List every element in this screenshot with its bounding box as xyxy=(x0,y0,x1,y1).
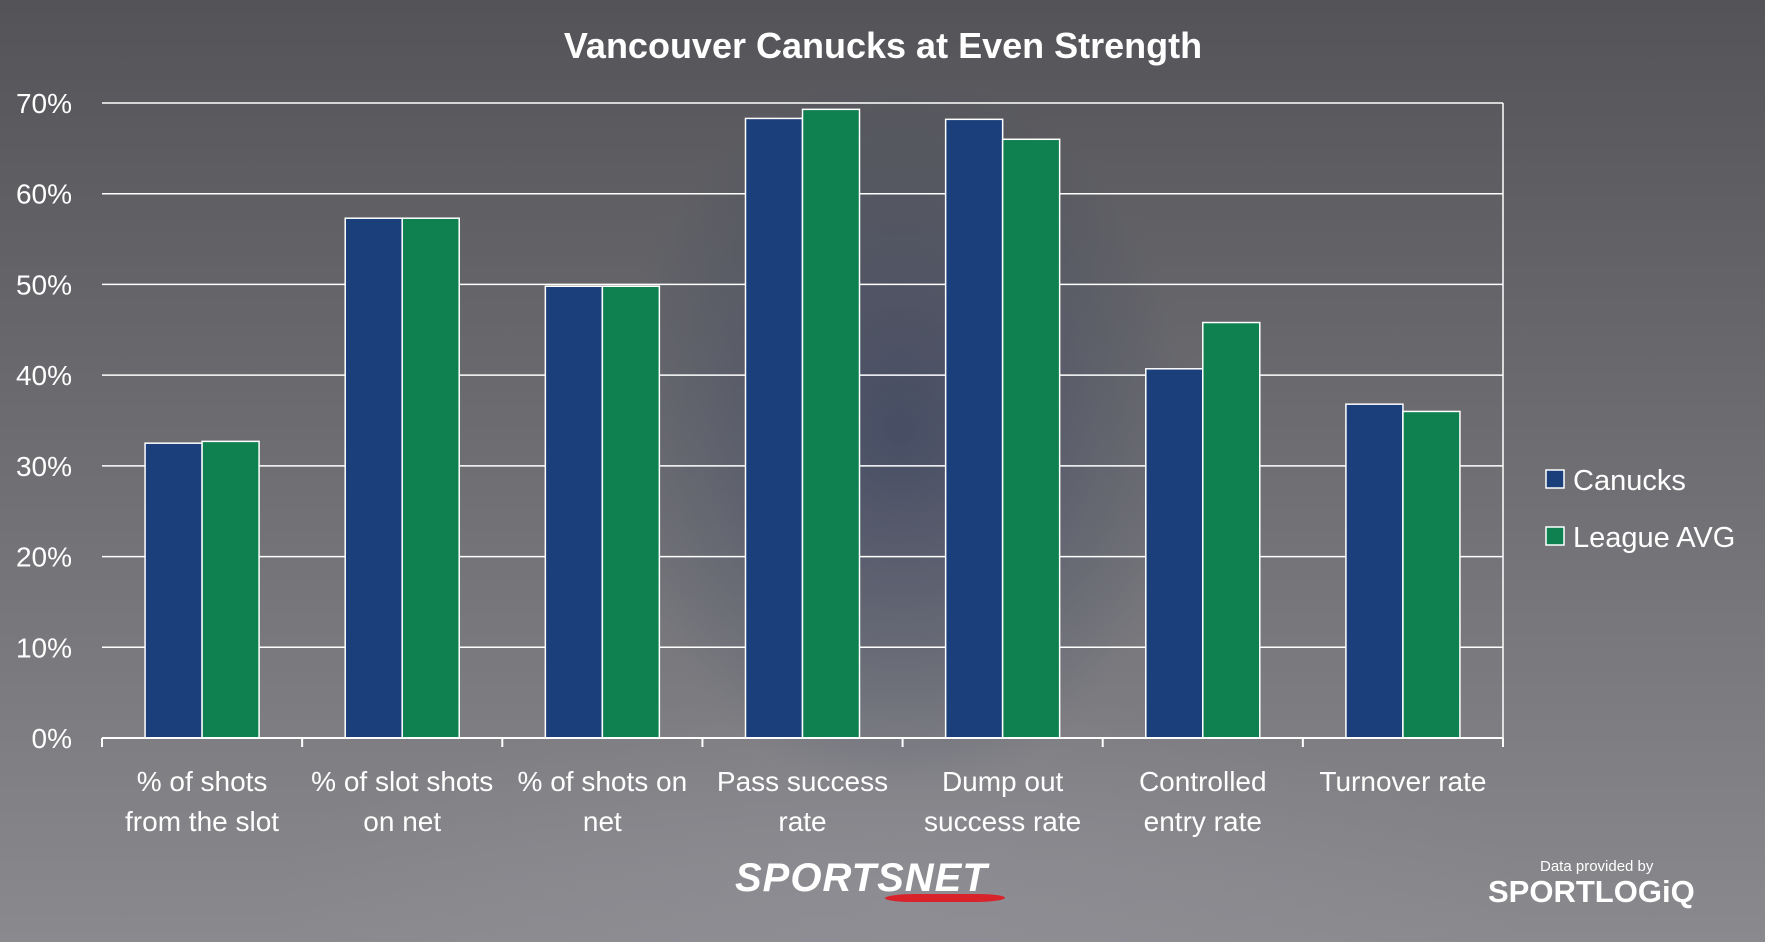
bar-league-avg xyxy=(401,217,460,739)
sportsnet-logo: SPORTSNET xyxy=(735,856,1007,902)
y-tick-label: 40% xyxy=(16,360,72,391)
category-label: % of shots xyxy=(137,766,268,797)
y-tick-label: 30% xyxy=(16,451,72,482)
legend-swatch xyxy=(1545,469,1565,489)
bar-league-avg xyxy=(201,440,260,739)
category-label: Pass success xyxy=(717,766,888,797)
bar-league-avg xyxy=(1202,321,1261,739)
x-axis-category-labels: % of shots from the slot % of slot shots on… xyxy=(125,766,1486,837)
category-label: entry rate xyxy=(1144,806,1262,837)
legend-label: Canucks xyxy=(1573,465,1686,497)
bar-canucks xyxy=(1345,403,1404,739)
x-axis xyxy=(101,737,1504,747)
category-label: Controlled xyxy=(1139,766,1267,797)
y-tick-label: 0% xyxy=(32,723,72,754)
bar-canucks xyxy=(344,217,403,739)
category-label: Turnover rate xyxy=(1319,766,1486,797)
category-label: % of shots on xyxy=(518,766,688,797)
sportlogiq-logo: SPORTLOGiQ xyxy=(1488,874,1695,909)
legend-swatch xyxy=(1545,526,1565,546)
category-label: success rate xyxy=(924,806,1081,837)
bar-league-avg xyxy=(601,285,661,739)
category-label: on net xyxy=(363,806,441,837)
y-tick-label: 50% xyxy=(16,269,72,300)
y-tick-label: 70% xyxy=(16,88,72,119)
bar-league-avg xyxy=(1001,138,1061,739)
data-provider-caption: Data provided by xyxy=(1540,858,1654,875)
bar-canucks xyxy=(1145,368,1204,739)
sportsnet-swoosh-icon xyxy=(883,894,1007,902)
y-axis-ticks: 0% 10% 20% 30% 40% 50% 60% 70% xyxy=(16,88,72,754)
legend: Canucks League AVG xyxy=(1545,465,1735,554)
y-tick-label: 60% xyxy=(16,179,72,210)
bar-league-avg xyxy=(801,108,861,739)
bar-canucks xyxy=(744,117,804,739)
category-label: rate xyxy=(778,806,826,837)
chart-title: Vancouver Canucks at Even Strength xyxy=(564,25,1202,66)
y-tick-label: 20% xyxy=(16,542,72,573)
legend-label: League AVG xyxy=(1573,522,1735,554)
sportsnet-wordmark: SPORTSNET xyxy=(735,856,988,900)
bar-canucks xyxy=(544,285,604,739)
bar-canucks xyxy=(944,118,1004,739)
category-label: net xyxy=(583,806,622,837)
category-label: from the slot xyxy=(125,806,279,837)
bar-canucks xyxy=(144,442,203,739)
y-tick-label: 10% xyxy=(16,632,72,663)
category-label: % of slot shots xyxy=(311,766,493,797)
bars xyxy=(144,108,1461,739)
category-label: Dump out xyxy=(942,766,1064,797)
bar-league-avg xyxy=(1402,410,1461,739)
